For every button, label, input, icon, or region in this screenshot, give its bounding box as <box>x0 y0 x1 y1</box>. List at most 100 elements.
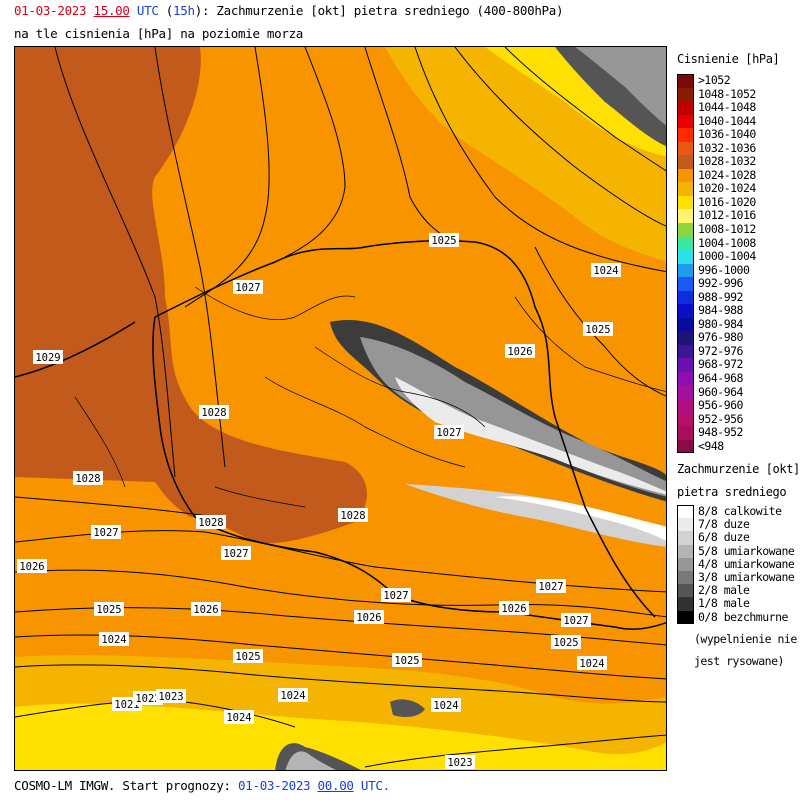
isobar-label: 1024 <box>579 658 604 670</box>
pressure-legend-label: 1028-1032 <box>698 154 756 169</box>
weather-map: 1025 1024 1027 1025 1026 1029 1028 1027 … <box>14 46 667 771</box>
isobar-line <box>364 734 666 768</box>
isobars <box>15 47 666 768</box>
pressure-legend-label: 1008-1012 <box>698 222 756 237</box>
footer-date: 01-03-2023 <box>238 778 311 793</box>
cloud-legend-label: 0/8 bezchmurne <box>698 609 788 624</box>
forecast-start-footer: COSMO-LM IMGW. Start prognozy: 01-03-202… <box>14 778 390 793</box>
isobar-label: 1027 <box>538 581 563 593</box>
isobar-label-box <box>33 350 63 364</box>
isobar-line <box>284 47 346 258</box>
cloud-legend-title: Zachmurzenie [okt] <box>677 462 800 476</box>
footer-prefix: COSMO-LM IMGW. Start prognozy: <box>14 778 231 793</box>
region-borders <box>74 286 666 508</box>
pressure-legend-swatch <box>677 372 694 386</box>
pressure-legend-swatch <box>677 168 694 183</box>
cloud-band-mid <box>360 337 666 497</box>
forecast-utc: UTC <box>136 3 159 18</box>
isobar-label: 1025 <box>235 651 260 663</box>
pressure-legend-swatch <box>677 317 694 332</box>
footer-time: 00.00 <box>317 778 354 793</box>
pressure-legend-label: 972-976 <box>698 343 743 358</box>
cloud-legend-label: 7/8 duze <box>698 517 750 532</box>
cloud-band-light <box>395 377 666 495</box>
isobar-label-box <box>499 601 529 615</box>
isobar-label-box <box>73 471 103 485</box>
pressure-legend-swatch <box>677 141 694 156</box>
pressure-legend-swatch <box>677 128 694 142</box>
cloud-legend-swatch <box>677 531 694 545</box>
pressure-legend-label: >1052 <box>698 73 731 87</box>
region-line <box>214 486 306 508</box>
isobar-label: 1027 <box>235 282 260 294</box>
isobar-label: 1024 <box>101 634 126 646</box>
border-line <box>614 621 666 630</box>
isobar-label-box <box>156 689 186 703</box>
region-line <box>514 296 666 392</box>
cloud-legend-label: 8/8 calkowite <box>698 504 782 518</box>
pressure-legend-label: 1004-1008 <box>698 235 756 250</box>
pressure-legend-swatch <box>677 250 694 264</box>
isobar-label: 1026 <box>507 346 532 358</box>
pressure-legend-swatch <box>677 87 694 102</box>
isobar-label: 1028 <box>340 510 365 522</box>
map-title-line2: na tle cisnienia [hPa] na poziomie morza <box>14 26 304 41</box>
isobar-label-box <box>99 632 129 646</box>
pressure-legend-label: 1020-1024 <box>698 181 756 196</box>
pressure-legend-label: 980-984 <box>698 316 743 331</box>
isobar-line <box>154 47 226 468</box>
pressure-legend-label: 988-992 <box>698 289 743 304</box>
isobar-line <box>15 496 216 518</box>
isobar-line <box>454 47 666 227</box>
pressure-legend-label: 960-964 <box>698 384 743 399</box>
isobar-label-box <box>551 635 581 649</box>
pressure-legend-label: 1036-1040 <box>698 127 756 142</box>
footer-utc: UTC. <box>360 778 390 793</box>
pressure-legend-label: 956-960 <box>698 398 743 413</box>
forecast-date: 01-03-2023 <box>14 3 87 18</box>
pressure-legend-swatch <box>677 182 694 196</box>
cloud-legend-swatch <box>677 557 694 571</box>
isobar-label-box <box>191 602 221 616</box>
isobar-label: 1024 <box>280 690 305 702</box>
isobar-label-box <box>338 508 368 522</box>
isobar-line <box>184 47 270 308</box>
pressure-legend-label: 968-972 <box>698 357 743 372</box>
pressure-legend-label: 1016-1020 <box>698 194 756 209</box>
border-line <box>15 321 136 378</box>
isobar-label: 1023 <box>158 691 183 703</box>
isobar-label-box <box>392 653 422 667</box>
pressure-legend-label: 1040-1044 <box>698 113 756 128</box>
isobar-label: 1027 <box>93 527 118 539</box>
pressure-legend-label: 992-996 <box>698 276 743 291</box>
isobar-label: 1025 <box>585 324 610 336</box>
pressure-legend-swatch <box>677 426 694 440</box>
isobar-label-box <box>278 688 308 702</box>
isobar-label-box <box>133 691 163 705</box>
isobar-label: 1027 <box>223 548 248 560</box>
isobar-label-box <box>224 710 254 724</box>
cloud-legend-swatch <box>677 584 694 598</box>
isobar-label: 1025 <box>96 604 121 616</box>
pressure-legend-swatch <box>677 101 694 115</box>
pressure-legend-label: 1000-1004 <box>698 249 756 264</box>
isobar-line <box>15 634 666 680</box>
cloud-legend-swatch <box>677 610 694 624</box>
isobar-label-box <box>196 515 226 529</box>
cloud-legend-note: jest rysowane) <box>694 654 784 668</box>
pressure-legend-label: 984-988 <box>698 303 743 318</box>
region-line <box>264 376 466 468</box>
pressure-legend-swatch <box>677 263 694 278</box>
region-line <box>194 286 356 321</box>
isobar-label: 1026 <box>19 561 44 573</box>
pressure-legend-label: 1044-1048 <box>698 100 756 115</box>
cloud-legend-swatch <box>677 570 694 585</box>
isobar-label-box <box>381 588 411 602</box>
isobar-label: 1025 <box>431 235 456 247</box>
cloud-patch-south-light <box>285 751 337 770</box>
cloud-legend-label: 6/8 duze <box>698 530 750 545</box>
isobar-label: 1026 <box>501 603 526 615</box>
pressure-legend-swatch <box>677 399 694 413</box>
isobar-label-box <box>445 755 475 769</box>
isobar-line <box>54 47 176 478</box>
